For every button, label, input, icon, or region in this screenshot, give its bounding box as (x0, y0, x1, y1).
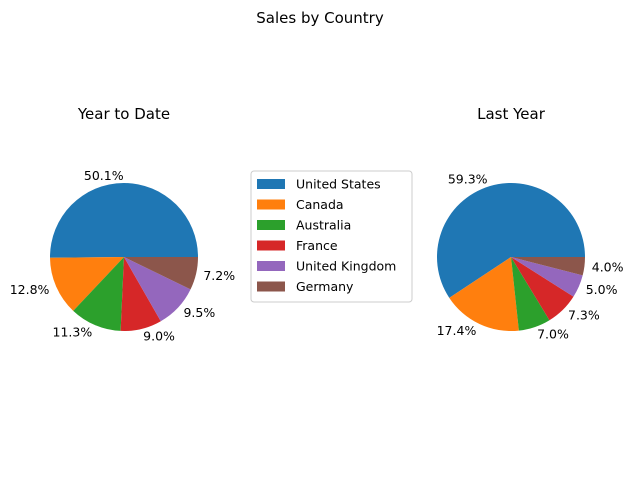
pie-label-germany: 4.0% (592, 260, 624, 275)
pie-label-australia: 11.3% (53, 324, 93, 339)
pie-title-last-year: Last Year (477, 105, 546, 123)
legend: United States Canada Australia France United… (250, 170, 413, 303)
pie-slice-united-states (50, 182, 199, 258)
legend-label-germany: Germany (296, 279, 354, 294)
figure-title: Sales by Country (256, 9, 384, 27)
pie-label-united-kingdom: 5.0% (586, 282, 618, 297)
pie-label-canada: 12.8% (10, 282, 50, 297)
pie-slice-germany (511, 257, 585, 276)
pie-slice-australia (73, 257, 124, 331)
legend-label-france: France (296, 238, 338, 253)
pie-title-ytd: Year to Date (77, 105, 170, 123)
pie-label-germany: 7.2% (203, 268, 235, 283)
pie-slice-united-kingdom (511, 257, 583, 297)
legend-label-united-kingdom: United Kingdom (296, 259, 396, 274)
pie-label-canada: 17.4% (437, 323, 477, 338)
pie-slice-united-states (437, 183, 585, 298)
pie-slice-canada (449, 257, 519, 331)
pie-ytd: 50.1% 12.8% 11.3% 9.0% 9.5% 7.2% (10, 168, 236, 344)
pie-panel-ytd: Year to Date 50.1% 12.8% 11.3% 9.0% 9.5% 7.2% (10, 105, 236, 344)
legend-label-united-states: United States (296, 177, 381, 192)
pie-slice-france (120, 257, 161, 331)
pie-slice-germany (124, 257, 199, 290)
legend-swatch-germany (257, 281, 285, 292)
pie-label-france: 7.3% (568, 308, 600, 323)
legend-swatch-united-states (257, 179, 285, 189)
pie-slice-united-kingdom (124, 257, 191, 322)
legend-swatch-australia (257, 220, 285, 230)
pie-slice-france (511, 257, 574, 321)
pie-label-united-kingdom: 9.5% (183, 305, 215, 320)
pie-slice-australia (511, 257, 550, 331)
pie-last-year: 59.3% 17.4% 7.0% 7.3% 5.0% 4.0% (437, 172, 624, 342)
legend-swatch-united-kingdom (257, 261, 285, 271)
pie-label-france: 9.0% (143, 329, 175, 344)
legend-swatch-canada (257, 199, 285, 210)
pie-label-united-states: 50.1% (84, 168, 124, 183)
legend-label-canada: Canada (296, 197, 344, 212)
legend-label-australia: Australia (296, 218, 351, 233)
pie-label-united-states: 59.3% (448, 172, 488, 187)
pie-label-australia: 7.0% (537, 327, 569, 342)
pie-panel-last-year: Last Year 59.3% 17.4% 7.0% 7.3% 5.0% 4.0% (437, 105, 624, 342)
pie-slice-canada (50, 257, 124, 311)
legend-swatch-france (257, 240, 285, 251)
legend-frame (250, 170, 413, 303)
